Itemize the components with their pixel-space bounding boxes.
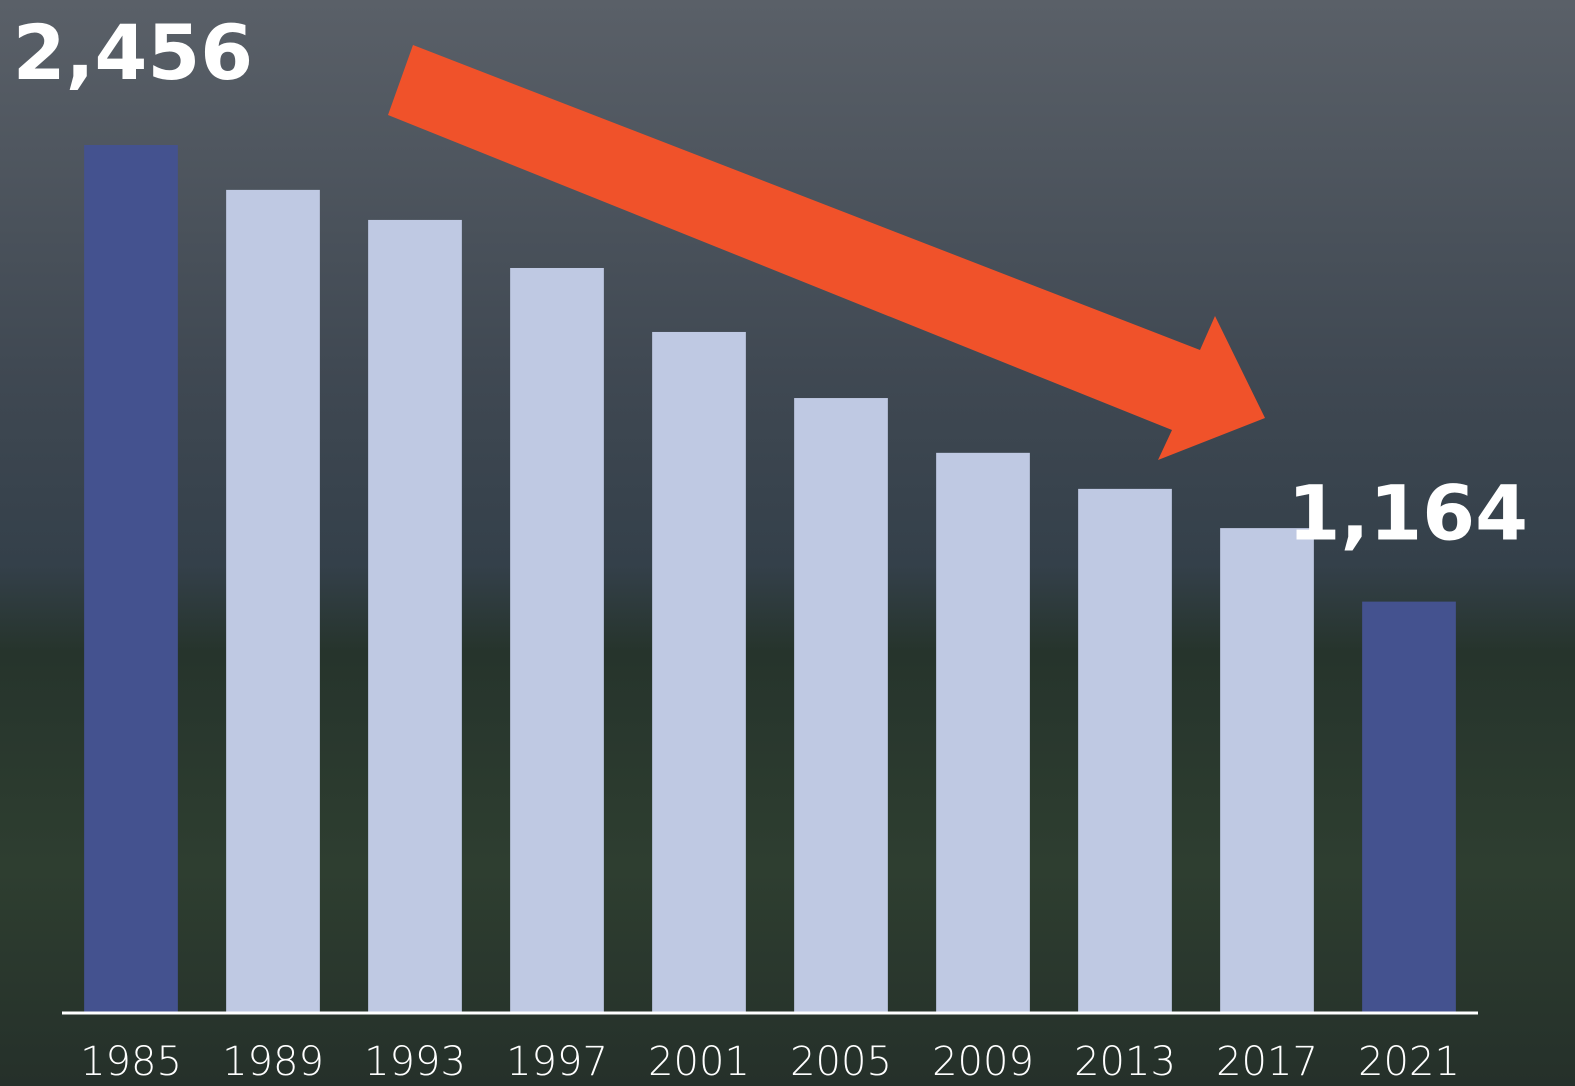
bar	[652, 332, 746, 1013]
bar	[84, 145, 178, 1013]
x-tick-label: 1997	[506, 1039, 608, 1085]
bar	[1078, 489, 1172, 1013]
bar	[510, 268, 604, 1013]
value-label: 2,456	[13, 8, 253, 97]
x-tick-label: 2009	[932, 1039, 1034, 1085]
bar	[1362, 602, 1456, 1013]
x-tick-label: 2013	[1074, 1039, 1176, 1085]
bar	[1220, 528, 1314, 1013]
x-tick-label: 2021	[1358, 1039, 1460, 1085]
x-tick-label: 1989	[222, 1039, 324, 1085]
bar	[368, 220, 462, 1013]
x-tick-label: 2001	[648, 1039, 750, 1085]
bar	[936, 453, 1030, 1013]
x-tick-label: 2005	[790, 1039, 892, 1085]
bar	[226, 190, 320, 1013]
x-tick-label: 1993	[364, 1039, 466, 1085]
value-label: 1,164	[1288, 469, 1528, 558]
x-tick-label: 2017	[1216, 1039, 1318, 1085]
bar	[794, 398, 888, 1013]
chart: 1985 2,456 1989 1993 1997 2001 2005 2009 2013 201…	[0, 0, 1575, 1086]
x-tick-label: 1985	[80, 1039, 182, 1085]
